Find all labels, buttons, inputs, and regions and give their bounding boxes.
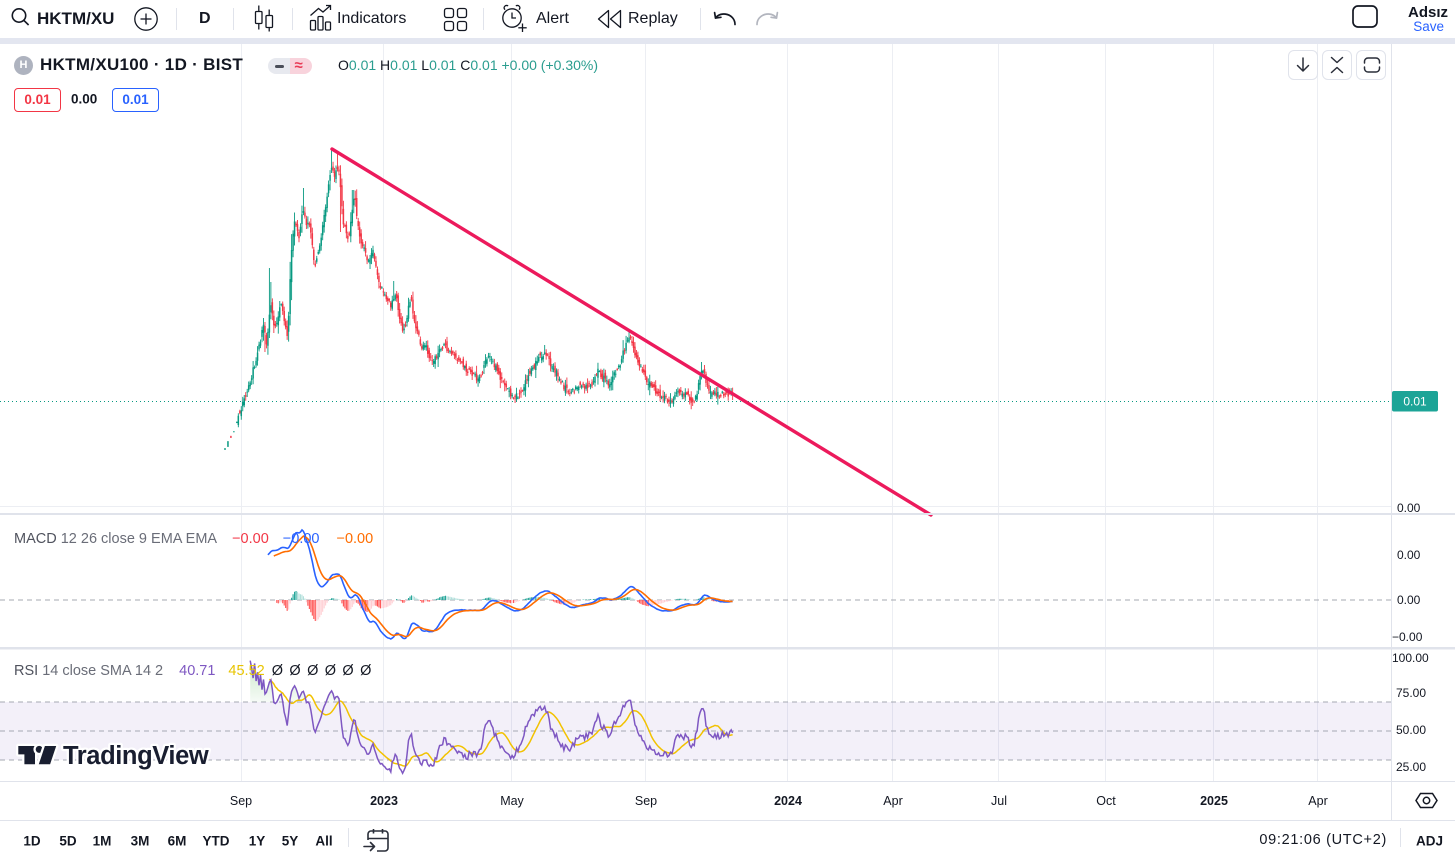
svg-text:0.01: 0.01 xyxy=(1403,395,1427,409)
svg-text:TradingView: TradingView xyxy=(63,742,209,770)
